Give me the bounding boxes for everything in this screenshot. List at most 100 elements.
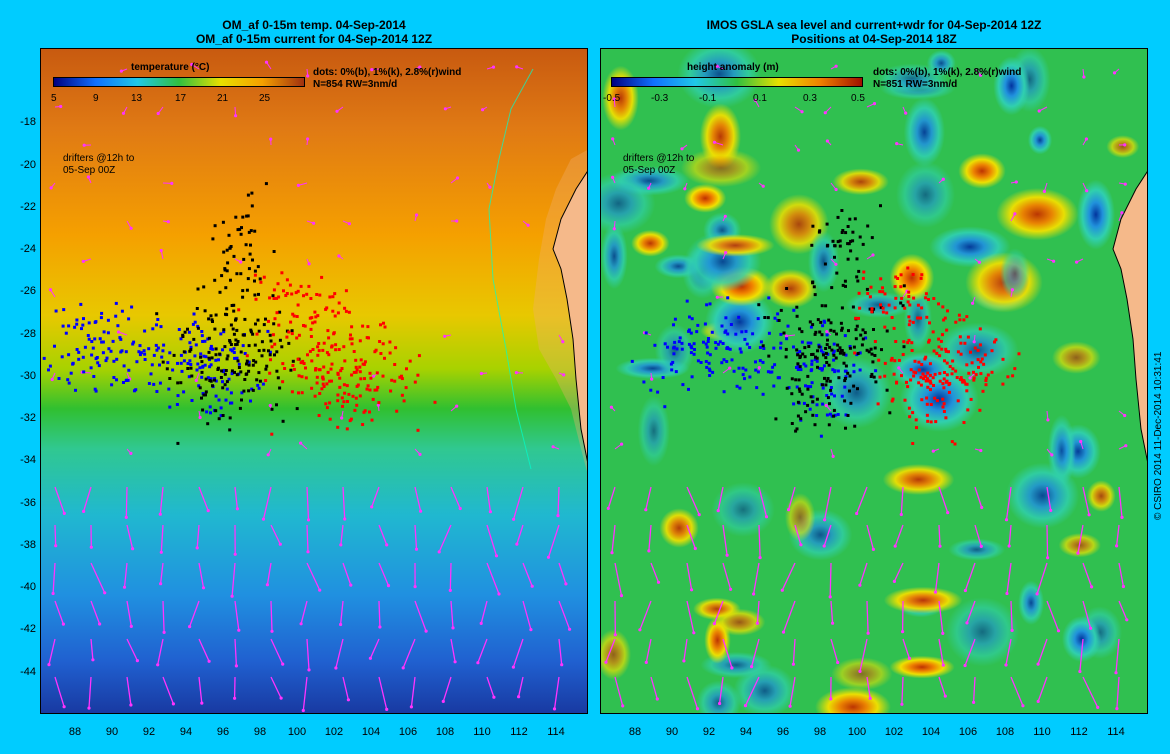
current-arrow (717, 486, 724, 511)
drifter-dot (182, 350, 186, 354)
drifter-dot (315, 293, 319, 296)
drifter-dot (924, 379, 928, 383)
arrow-head (234, 664, 238, 668)
arrow-head (479, 621, 483, 626)
drifter-dot (322, 385, 326, 388)
drifter-dot (942, 377, 946, 381)
drifter-dot (914, 371, 918, 375)
drifter-dot (246, 277, 250, 281)
drifter-dot (894, 275, 898, 279)
drifter-dot (911, 411, 915, 415)
drifter-dot (941, 397, 945, 401)
drifter-dot (316, 314, 320, 318)
arrow-head (511, 665, 515, 669)
x-tick: 102 (884, 726, 904, 738)
current-arrow (894, 524, 904, 547)
drifter-dot (836, 215, 840, 219)
drifter-dot (815, 403, 819, 407)
drifter-dot (363, 360, 367, 364)
drifter-dot (846, 225, 850, 228)
warm-eddy (1052, 341, 1101, 374)
arrow-head (621, 704, 625, 708)
arrow-head (893, 544, 897, 548)
warm-eddy (659, 508, 699, 548)
drifter-dot (354, 396, 358, 400)
drifter-dot (314, 368, 317, 372)
drifter-dot (135, 360, 139, 364)
arrow-head (1085, 189, 1089, 193)
drifter-dot (154, 343, 158, 347)
dots-legend-text: dots: 0%(b), 1%(k), 2.8%(r)wind (313, 67, 462, 78)
drifter-dot (282, 289, 285, 293)
drifter-dot (689, 331, 693, 335)
drifter-dot (832, 329, 836, 333)
arrow-head (296, 183, 300, 187)
drifter-dot (239, 272, 243, 276)
drifter-dot (268, 353, 272, 357)
arrow-head (233, 696, 237, 700)
drifter-dot (350, 373, 354, 377)
drifter-dot (268, 333, 272, 337)
drifter-dot (256, 318, 260, 322)
drifter-dot (910, 341, 914, 345)
drifter-dot (927, 338, 931, 342)
arrow-head (1078, 669, 1082, 674)
drifter-dot (756, 317, 760, 321)
arrow-head (494, 554, 499, 558)
drifter-dot (861, 276, 865, 280)
drifter-dot (864, 336, 868, 340)
drifter-dot (816, 318, 820, 322)
arrow-head (86, 175, 90, 179)
drifter-dot (881, 306, 885, 310)
arrow-head (307, 668, 311, 672)
arrow-head (1036, 662, 1040, 666)
drifter-dot (114, 301, 118, 305)
drifter-dot (878, 290, 882, 294)
arrow-head (743, 704, 748, 708)
drifter-dot (630, 359, 634, 363)
drifter-dot (302, 294, 305, 298)
arrow-head (279, 696, 283, 700)
drifter-dot (222, 328, 226, 332)
drifter-dot (979, 360, 983, 364)
drifter-dot (240, 226, 243, 230)
drifter-dot (301, 359, 305, 363)
drifter-dot (322, 365, 326, 369)
drifter-dot (261, 382, 265, 386)
drifter-dot (379, 323, 382, 327)
drifter-dot (842, 361, 846, 365)
arrow-head (455, 219, 459, 223)
arrow-head (306, 137, 310, 141)
drifter-dot (233, 370, 236, 374)
drifter-dot (984, 376, 988, 380)
drifter-dot (107, 347, 111, 351)
arrow-head (1042, 189, 1046, 193)
drifter-dot (812, 285, 816, 289)
drifter-dot (806, 374, 810, 378)
drifter-dot (852, 363, 856, 367)
drifter-dot (810, 359, 814, 363)
drifter-dot (400, 377, 404, 381)
current-arrow (486, 524, 498, 556)
drifter-dot (672, 323, 675, 327)
cold-eddy (896, 161, 955, 228)
drifter-dot (848, 345, 852, 348)
arrow-head (318, 588, 322, 592)
x-tick: 100 (847, 726, 867, 738)
drifter-dot (978, 327, 982, 331)
drifter-dot (786, 324, 790, 328)
drifter-dot (896, 277, 900, 280)
drifter-dot (211, 320, 214, 323)
drifter-dot (93, 387, 97, 391)
arrow-head (443, 107, 447, 111)
drifter-dot (708, 374, 712, 377)
current-arrow (1005, 486, 1012, 520)
current-arrow (1037, 638, 1048, 665)
arrow-head (488, 185, 492, 189)
arrow-head (413, 585, 417, 589)
drifter-dot (939, 339, 943, 343)
drifter-dot (933, 396, 937, 400)
current-arrow (90, 562, 106, 594)
drifter-dot (213, 224, 217, 228)
drifter-dot (264, 317, 267, 321)
